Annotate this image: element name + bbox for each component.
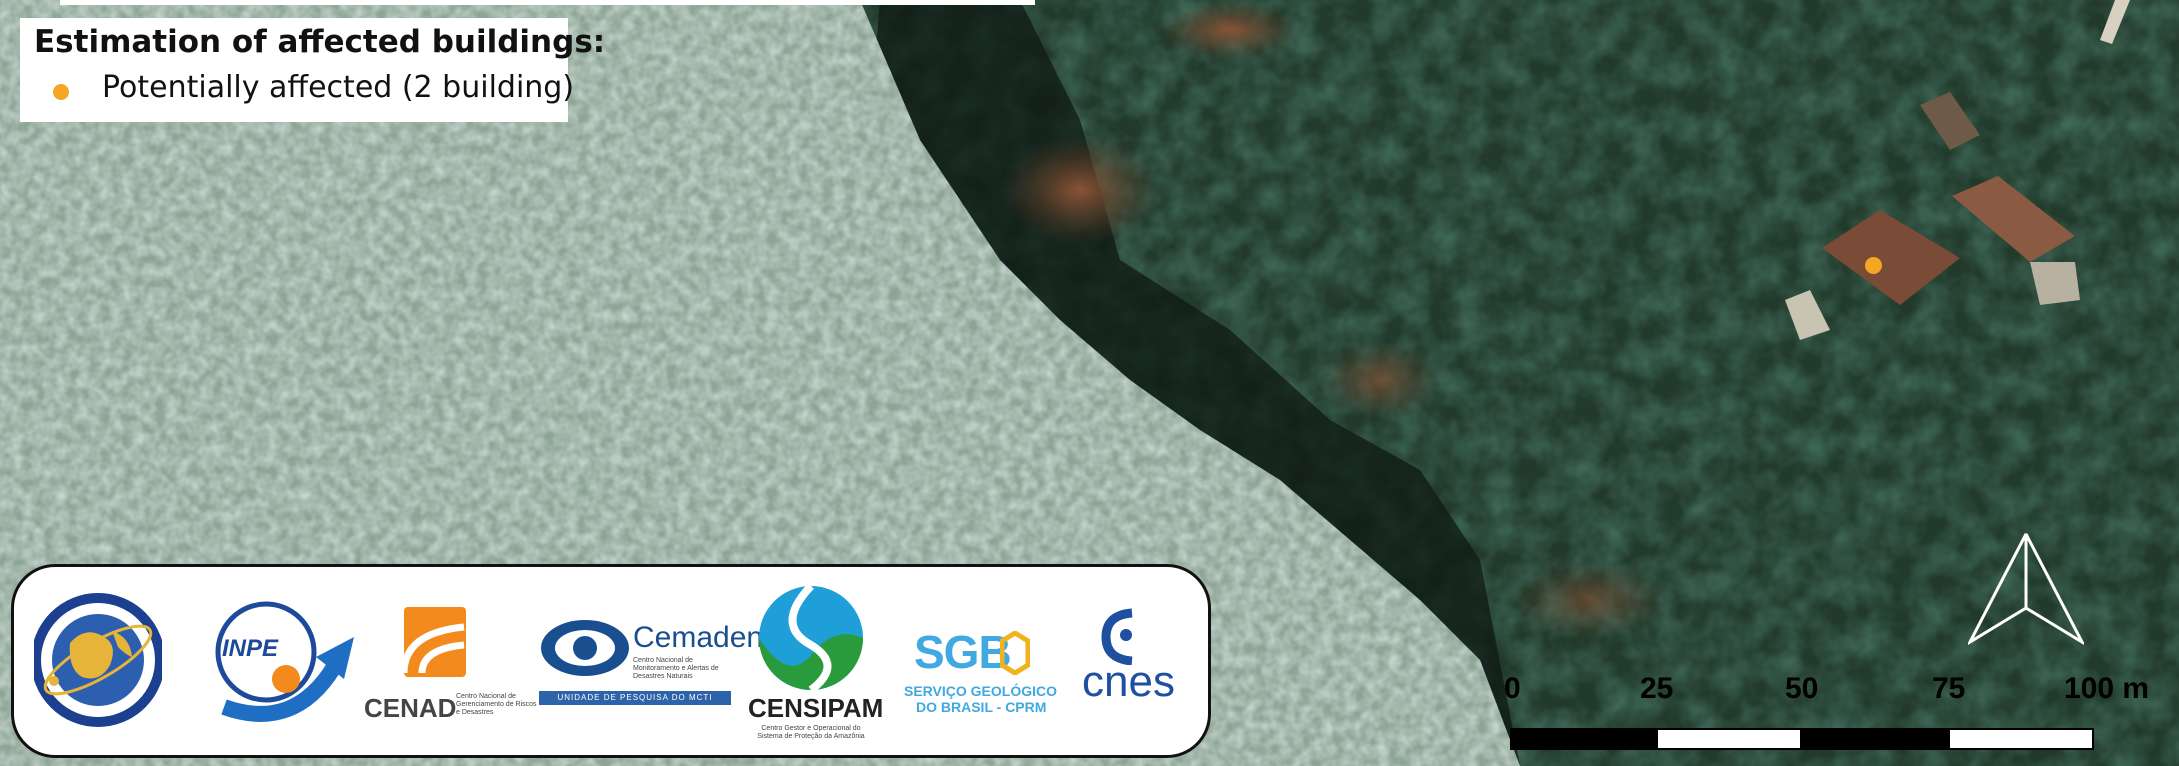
censipam-logo-text: CENSIPAM xyxy=(748,693,884,723)
cnes-logo: cnes xyxy=(1082,607,1175,706)
censipam-logo: CENSIPAM Centro Gestor e Operacional do … xyxy=(748,583,883,740)
cenad-logo: CENAD Centro Nacional de Gerenciamento d… xyxy=(364,603,537,723)
cemaden-logo-subtitle: Centro Nacional de Monitoramento e Alert… xyxy=(633,657,719,680)
cenad-logo-subtitle: Centro Nacional de Gerenciamento de Risc… xyxy=(456,693,537,716)
logo-panel: INPE CENAD Centro Nacional de Gerenciame… xyxy=(11,564,1211,758)
scale-label-100m: 100 m xyxy=(2064,672,2150,705)
inpe-logo-text: INPE xyxy=(222,635,279,662)
scale-segment-4 xyxy=(1948,728,2094,750)
scale-segment-2 xyxy=(1656,728,1802,750)
scale-label-50: 50 xyxy=(1785,672,1819,705)
cemaden-logo: Cemaden Centro Nacional de Monitoramento… xyxy=(539,617,763,705)
scale-segment-1 xyxy=(1510,728,1656,750)
top-frame-line xyxy=(60,0,1035,5)
legend: Estimation of affected buildings: Potent… xyxy=(20,18,605,122)
cnes-logo-text: cnes xyxy=(1082,657,1175,706)
sgb-logo-sub1: SERVIÇO GEOLÓGICO xyxy=(904,683,1057,699)
north-arrow-icon xyxy=(1966,530,2086,650)
cemaden-logo-text: Cemaden xyxy=(633,621,764,654)
scale-label-0: 0 xyxy=(1504,672,1521,705)
cemaden-logo-band: UNIDADE DE PESQUISA DO MCTI xyxy=(539,691,731,705)
scale-label-75: 75 xyxy=(1932,672,1966,705)
affected-building-dot-icon xyxy=(53,84,69,100)
legend-title: Estimation of affected buildings: xyxy=(34,24,606,60)
scale-segment-3 xyxy=(1802,728,1948,750)
sgb-logo-sub2: DO BRASIL - CPRM xyxy=(916,699,1047,715)
scale-label-25: 25 xyxy=(1640,672,1674,705)
legend-item-label: Potentially affected (2 building) xyxy=(102,70,575,105)
charter-logo xyxy=(31,585,165,739)
censipam-logo-subtitle: Centro Gestor e Operacional do Sistema d… xyxy=(757,725,865,740)
inpe-logo: INPE xyxy=(204,597,364,731)
cenad-logo-text: CENAD xyxy=(364,693,457,723)
affected-building-marker[interactable] xyxy=(1865,257,1882,274)
sgb-logo-text: SGB xyxy=(914,626,1012,678)
